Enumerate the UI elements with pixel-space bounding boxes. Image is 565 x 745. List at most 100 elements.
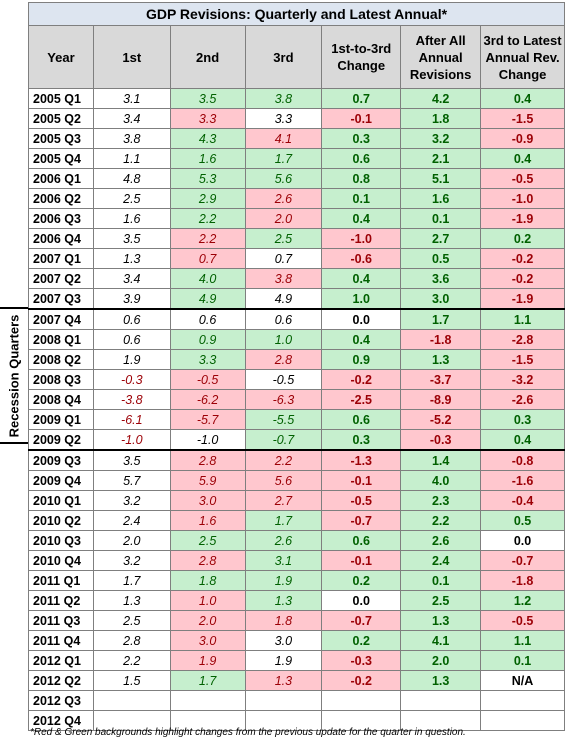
after-annual-revisions-cell — [400, 690, 482, 711]
table-row: 2006 Q2 2.5 2.9 2.6 0.1 1.6 -1.0 — [28, 188, 565, 209]
after-annual-revisions-cell: 5.1 — [400, 168, 482, 189]
third-to-latest-change-cell: -0.5 — [480, 610, 565, 631]
table-body: 2005 Q1 3.1 3.5 3.8 0.7 4.2 0.4 2005 Q2 3.4 3.3 3.… — [28, 88, 565, 731]
table-row: 2010 Q2 2.4 1.6 1.7 -0.7 2.2 0.5 — [28, 510, 565, 531]
after-annual-revisions-cell: 3.2 — [400, 128, 482, 149]
after-annual-revisions-cell: 2.4 — [400, 550, 482, 571]
first-estimate-cell: 1.3 — [92, 590, 171, 611]
first-estimate-cell: 3.5 — [92, 228, 171, 249]
first-to-third-change-cell: -0.5 — [321, 490, 402, 511]
table-row: 2009 Q3 3.5 2.8 2.2 -1.3 1.4 -0.8 — [28, 449, 565, 471]
first-to-third-change-cell: 0.7 — [321, 88, 402, 109]
first-to-third-change-cell: -0.3 — [321, 650, 402, 671]
table-row: 2012 Q4 — [28, 710, 565, 731]
after-annual-revisions-cell: 1.8 — [400, 108, 482, 129]
third-to-latest-change-cell: -0.4 — [480, 490, 565, 511]
third-estimate-cell: 1.0 — [244, 329, 323, 350]
second-estimate-cell: -1.0 — [169, 429, 246, 451]
third-estimate-cell: -5.5 — [244, 409, 323, 430]
table-title: GDP Revisions: Quarterly and Latest Annu… — [28, 2, 565, 26]
first-estimate-cell: 3.4 — [92, 108, 171, 129]
second-estimate-cell: 5.9 — [169, 470, 246, 491]
table-row: 2007 Q1 1.3 0.7 0.7 -0.6 0.5 -0.2 — [28, 248, 565, 269]
second-estimate-cell: 4.0 — [169, 268, 246, 289]
first-to-third-change-cell: 0.9 — [321, 349, 402, 370]
table-row: 2010 Q1 3.2 3.0 2.7 -0.5 2.3 -0.4 — [28, 490, 565, 511]
first-estimate-cell: 2.4 — [92, 510, 171, 531]
first-estimate-cell: -0.3 — [92, 369, 171, 390]
first-to-third-change-cell: 0.0 — [321, 308, 402, 330]
table-row: 2012 Q3 — [28, 690, 565, 711]
third-estimate-cell: 2.6 — [244, 530, 323, 551]
first-estimate-cell: 1.3 — [92, 248, 171, 269]
third-estimate-cell: 1.9 — [244, 570, 323, 591]
year-cell: 2008 Q3 — [28, 369, 94, 390]
third-estimate-cell: 3.0 — [244, 630, 323, 651]
first-to-third-change-cell: 0.4 — [321, 268, 402, 289]
first-to-third-change-cell: -0.1 — [321, 470, 402, 491]
first-estimate-cell: 2.5 — [92, 188, 171, 209]
after-annual-revisions-cell: 1.3 — [400, 610, 482, 631]
third-to-latest-change-cell: -1.5 — [480, 349, 565, 370]
after-annual-revisions-cell: -5.2 — [400, 409, 482, 430]
first-to-third-change-cell: -0.2 — [321, 369, 402, 390]
year-cell: 2010 Q3 — [28, 530, 94, 551]
year-cell: 2007 Q2 — [28, 268, 94, 289]
table-row: 2007 Q4 0.6 0.6 0.6 0.0 1.7 1.1 — [28, 308, 565, 330]
third-estimate-cell: -0.5 — [244, 369, 323, 390]
table-row: 2012 Q1 2.2 1.9 1.9 -0.3 2.0 0.1 — [28, 650, 565, 671]
year-cell: 2012 Q3 — [28, 690, 94, 711]
second-estimate-cell: 3.3 — [169, 349, 246, 370]
header-first-to-third-change: 1st-to-3rd Change — [321, 25, 402, 89]
after-annual-revisions-cell: 2.6 — [400, 530, 482, 551]
table-row: 2005 Q3 3.8 4.3 4.1 0.3 3.2 -0.9 — [28, 128, 565, 149]
first-estimate-cell: 2.0 — [92, 530, 171, 551]
header-third-to-latest-change: 3rd to Latest Annual Rev. Change — [480, 25, 565, 89]
first-to-third-change-cell: 0.6 — [321, 148, 402, 169]
second-estimate-cell: 1.9 — [169, 650, 246, 671]
year-cell: 2008 Q4 — [28, 389, 94, 410]
third-estimate-cell: 2.0 — [244, 208, 323, 229]
after-annual-revisions-cell — [400, 710, 482, 731]
header-year: Year — [28, 25, 94, 89]
first-estimate-cell: 0.6 — [92, 329, 171, 350]
year-cell: 2006 Q4 — [28, 228, 94, 249]
second-estimate-cell: 2.8 — [169, 449, 246, 471]
first-to-third-change-cell: -0.1 — [321, 108, 402, 129]
table-row: 2011 Q4 2.8 3.0 3.0 0.2 4.1 1.1 — [28, 630, 565, 651]
second-estimate-cell — [169, 690, 246, 711]
third-to-latest-change-cell: -0.8 — [480, 449, 565, 471]
header-after-all-annual-revisions: After All Annual Revisions — [400, 25, 482, 89]
year-cell: 2012 Q4 — [28, 710, 94, 731]
year-cell: 2007 Q1 — [28, 248, 94, 269]
after-annual-revisions-cell: -1.8 — [400, 329, 482, 350]
first-estimate-cell: 2.8 — [92, 630, 171, 651]
after-annual-revisions-cell: 2.5 — [400, 590, 482, 611]
after-annual-revisions-cell: -0.3 — [400, 429, 482, 451]
after-annual-revisions-cell: 2.1 — [400, 148, 482, 169]
header-row: Year 1st 2nd 3rd 1st-to-3rd Change After All … — [28, 25, 565, 89]
third-to-latest-change-cell: 0.3 — [480, 409, 565, 430]
third-to-latest-change-cell: 0.4 — [480, 148, 565, 169]
first-estimate-cell: 1.6 — [92, 208, 171, 229]
table-row: 2005 Q4 1.1 1.6 1.7 0.6 2.1 0.4 — [28, 148, 565, 169]
first-estimate-cell: -6.1 — [92, 409, 171, 430]
second-estimate-cell: 2.0 — [169, 610, 246, 631]
second-estimate-cell: -5.7 — [169, 409, 246, 430]
first-estimate-cell: 0.6 — [92, 308, 171, 330]
year-cell: 2007 Q4 — [28, 308, 94, 330]
second-estimate-cell: 2.2 — [169, 228, 246, 249]
third-estimate-cell: 5.6 — [244, 470, 323, 491]
year-cell: 2007 Q3 — [28, 288, 94, 310]
after-annual-revisions-cell: 0.1 — [400, 208, 482, 229]
first-estimate-cell: 3.9 — [92, 288, 171, 310]
second-estimate-cell: 3.0 — [169, 630, 246, 651]
third-estimate-cell: 0.7 — [244, 248, 323, 269]
third-estimate-cell: 4.1 — [244, 128, 323, 149]
first-to-third-change-cell — [321, 690, 402, 711]
third-estimate-cell: 2.5 — [244, 228, 323, 249]
first-estimate-cell: 2.5 — [92, 610, 171, 631]
first-estimate-cell: 1.5 — [92, 670, 171, 691]
year-cell: 2006 Q3 — [28, 208, 94, 229]
second-estimate-cell: 0.9 — [169, 329, 246, 350]
